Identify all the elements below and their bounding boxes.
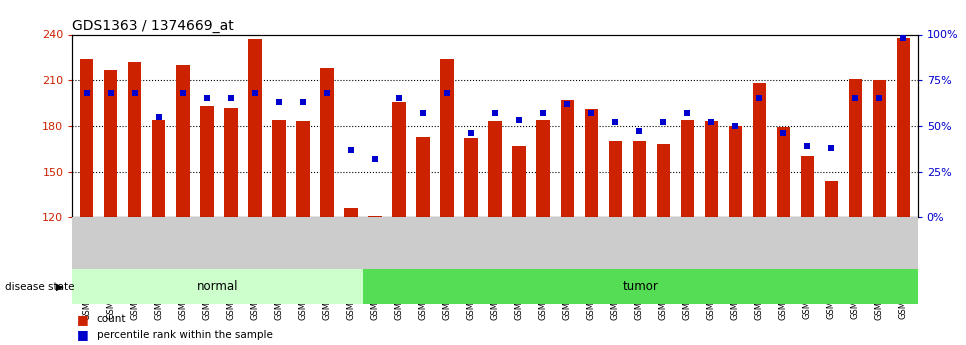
Bar: [440, 59, 454, 217]
Bar: [465, 138, 477, 217]
Bar: [224, 108, 238, 217]
Text: percentile rank within the sample: percentile rank within the sample: [97, 330, 272, 339]
Bar: [392, 101, 406, 217]
Bar: [80, 59, 94, 217]
Text: normal: normal: [197, 280, 239, 293]
Bar: [297, 121, 309, 217]
Bar: [728, 126, 742, 217]
Bar: [609, 141, 622, 217]
Bar: [801, 156, 813, 217]
Bar: [584, 109, 598, 217]
Bar: [896, 38, 910, 217]
Bar: [825, 181, 838, 217]
Bar: [321, 68, 333, 217]
Text: GDS1363 / 1374669_at: GDS1363 / 1374669_at: [72, 19, 234, 33]
Bar: [657, 144, 669, 217]
Bar: [104, 70, 118, 217]
Bar: [489, 121, 501, 217]
Bar: [345, 208, 357, 217]
Bar: [177, 65, 189, 217]
Bar: [633, 141, 645, 217]
Bar: [272, 120, 286, 217]
Bar: [368, 216, 382, 217]
Text: count: count: [97, 314, 127, 324]
Bar: [363, 269, 918, 304]
Bar: [416, 137, 430, 217]
Bar: [536, 120, 550, 217]
Bar: [248, 39, 262, 217]
Bar: [72, 269, 363, 304]
Bar: [560, 100, 574, 217]
Text: disease state: disease state: [5, 282, 74, 292]
Bar: [128, 62, 141, 217]
Bar: [200, 106, 213, 217]
Bar: [872, 80, 886, 217]
Text: tumor: tumor: [622, 280, 658, 293]
Bar: [153, 120, 165, 217]
Text: ■: ■: [77, 313, 89, 326]
Bar: [704, 121, 718, 217]
Bar: [753, 83, 766, 217]
Bar: [777, 127, 790, 217]
Text: ▶: ▶: [56, 282, 64, 292]
Bar: [681, 120, 694, 217]
Text: ■: ■: [77, 328, 89, 341]
Bar: [513, 146, 526, 217]
Bar: [849, 79, 862, 217]
